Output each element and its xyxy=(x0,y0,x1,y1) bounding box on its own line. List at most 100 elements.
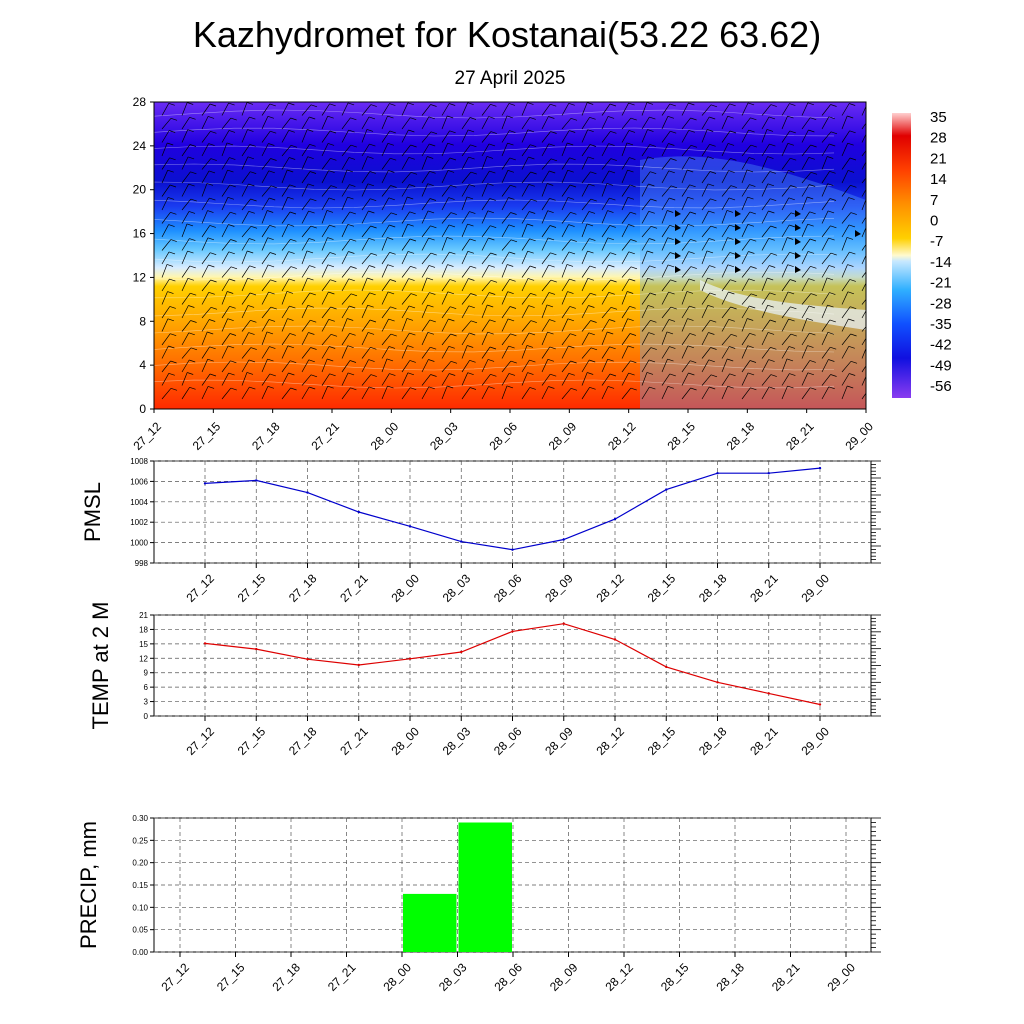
wind-barb-feather xyxy=(189,265,196,269)
wind-barb xyxy=(741,318,748,332)
wind-barb-feather xyxy=(610,130,617,134)
wind-barb xyxy=(661,346,670,359)
wind-barb-feather xyxy=(168,372,175,376)
cs-x-tick-label: 27_15 xyxy=(190,419,224,453)
wind-barb-feather xyxy=(190,347,198,351)
wind-barb-feather xyxy=(810,117,817,121)
wind-barb xyxy=(861,133,866,143)
wind-barb-feather xyxy=(608,291,615,295)
wind-barb-feather xyxy=(707,183,715,187)
wind-barb-feather xyxy=(309,171,317,174)
wind-barb xyxy=(281,372,289,386)
wind-barb-feather xyxy=(267,115,275,119)
wind-barb xyxy=(761,332,769,346)
wind-barb xyxy=(161,184,171,197)
wind-barb-feather xyxy=(590,292,597,296)
wind-barb xyxy=(781,157,791,170)
wind-barb-feather xyxy=(310,347,317,350)
wind-barb-feather xyxy=(569,278,576,282)
wind-barb xyxy=(401,196,408,211)
isotherm-contour xyxy=(154,217,835,227)
wind-barb-feather xyxy=(667,264,675,268)
wind-barb-feather xyxy=(750,144,757,148)
wind-barb-feather xyxy=(429,292,436,295)
wind-barb-feather xyxy=(290,387,297,391)
wind-barb-feather xyxy=(249,144,256,147)
panel-y-label: PMSL xyxy=(80,482,105,542)
wind-barb xyxy=(821,265,830,278)
wind-barb xyxy=(301,332,309,346)
wind-barb xyxy=(561,170,569,184)
wind-barb xyxy=(481,280,492,292)
wind-barb-feather xyxy=(849,103,856,106)
wind-barb-feather xyxy=(708,210,715,214)
wind-barb xyxy=(381,333,392,346)
wind-barb xyxy=(521,171,531,184)
wind-barb xyxy=(721,158,731,170)
wind-barb-feather xyxy=(447,264,454,267)
wind-barb-feather xyxy=(267,358,274,362)
wind-barb xyxy=(401,305,410,319)
wind-barb-feather xyxy=(547,331,554,335)
wind-barb-feather xyxy=(368,116,376,120)
wind-barb-feather xyxy=(747,223,755,227)
wind-barb-feather xyxy=(668,170,675,174)
wind-barb-feather xyxy=(609,319,616,322)
panel-y-tick-label: 12 xyxy=(139,654,148,663)
wind-barb-feather xyxy=(507,264,514,267)
wind-barb-feather xyxy=(870,360,876,362)
wind-barb-feather xyxy=(369,171,376,174)
wind-barb xyxy=(741,196,748,211)
series-point xyxy=(511,548,514,551)
wind-barb-feather xyxy=(790,157,797,161)
wind-barb-feather xyxy=(269,197,276,201)
wind-barb-feather xyxy=(370,346,377,350)
panel-y-tick-label: 9 xyxy=(144,669,149,678)
wind-barb-feather xyxy=(270,158,277,161)
wind-barb xyxy=(421,277,428,292)
panel-x-tick-label: 27_15 xyxy=(235,571,269,605)
wind-barb xyxy=(541,116,549,130)
wind-barb-feather xyxy=(469,359,476,363)
wind-barb xyxy=(861,122,866,130)
wind-barb xyxy=(541,103,551,116)
wind-barb xyxy=(701,144,710,157)
wind-barb xyxy=(441,197,449,211)
wind-barb-feather xyxy=(347,345,354,349)
wind-barb xyxy=(541,225,551,238)
wind-barb-feather xyxy=(767,304,774,308)
wind-barb xyxy=(181,156,189,170)
wind-barb xyxy=(821,304,828,319)
wind-barb-feather xyxy=(809,238,817,242)
isotherm-contour xyxy=(154,199,835,209)
wind-barb xyxy=(641,129,648,143)
wind-barb xyxy=(441,264,448,278)
wind-barb xyxy=(621,117,632,130)
wind-barb-feather xyxy=(746,169,754,173)
wind-barb-feather xyxy=(290,266,297,269)
wind-barb-feather xyxy=(870,266,876,268)
wind-barb-feather xyxy=(509,157,516,161)
wind-barb-feather xyxy=(489,198,496,201)
wind-barb xyxy=(721,252,731,265)
wind-barb-feather xyxy=(189,116,196,120)
wind-barb xyxy=(641,226,652,238)
wind-barb-feather xyxy=(527,250,534,254)
wind-barb xyxy=(661,170,670,184)
wind-barb xyxy=(641,156,649,170)
wind-barb-feather xyxy=(208,170,216,174)
wind-barb-feather xyxy=(767,277,774,281)
wind-barb-feather xyxy=(789,373,796,376)
wind-barb xyxy=(241,265,250,278)
wind-barb-feather xyxy=(808,278,815,281)
wind-barb xyxy=(541,198,550,211)
panel-x-tick-label: 28_15 xyxy=(645,571,679,605)
wind-barb-feather xyxy=(709,386,716,390)
wind-barb xyxy=(821,386,830,400)
wind-barb xyxy=(441,237,448,251)
wind-barb xyxy=(641,250,648,265)
wind-barb-feather xyxy=(849,279,856,282)
wind-barb xyxy=(361,332,369,346)
wind-barb-feather xyxy=(308,238,316,241)
wind-barb xyxy=(261,319,270,332)
